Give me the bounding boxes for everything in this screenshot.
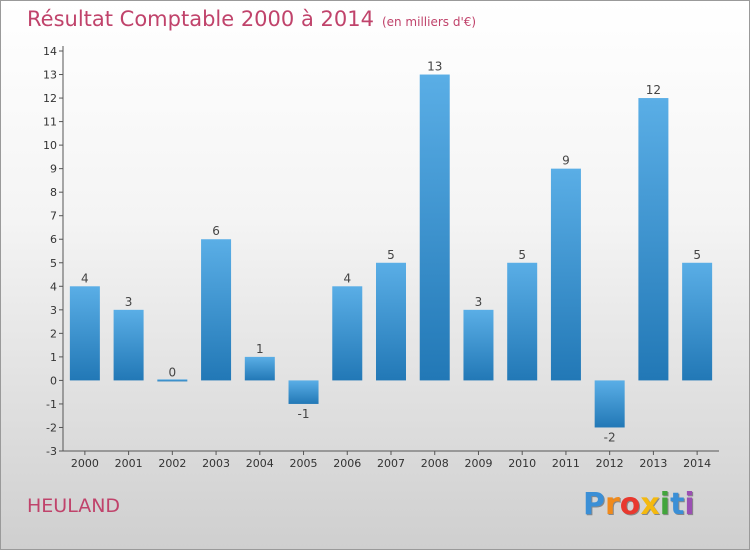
y-tick-label: 9 <box>50 163 57 176</box>
data-label: 5 <box>518 248 526 262</box>
data-label: 4 <box>81 271 89 285</box>
bar <box>463 309 494 381</box>
data-label: -2 <box>604 430 616 444</box>
data-label: 5 <box>693 248 701 262</box>
x-tick-label: 2006 <box>333 457 361 470</box>
y-tick-label: 14 <box>43 45 57 58</box>
data-label: -1 <box>298 407 310 421</box>
commune-name: HEULAND <box>27 495 121 517</box>
data-label: 1 <box>256 342 264 356</box>
y-tick-label: 4 <box>50 280 57 293</box>
bar <box>507 262 538 381</box>
data-label: 0 <box>169 365 177 379</box>
bar <box>594 380 625 428</box>
data-label: 9 <box>562 154 570 168</box>
chart-subtitle: (en milliers d'€) <box>381 15 477 29</box>
y-tick-label: -1 <box>46 398 57 411</box>
y-tick-label: 0 <box>50 374 57 387</box>
data-label: 12 <box>646 83 661 97</box>
x-tick-label: 2014 <box>683 457 711 470</box>
bar <box>638 98 669 381</box>
y-tick-label: 12 <box>43 92 57 105</box>
x-tick-label: 2012 <box>596 457 624 470</box>
logo-letter: i <box>659 487 671 522</box>
y-tick-label: 10 <box>43 139 57 152</box>
y-tick-label: 1 <box>50 351 57 364</box>
y-tick-label: 7 <box>50 210 57 223</box>
y-tick-label: 8 <box>50 186 57 199</box>
chart-title-text: Résultat Comptable 2000 à 2014 <box>27 7 374 31</box>
x-tick-label: 2008 <box>421 457 449 470</box>
x-tick-label: 2004 <box>246 457 274 470</box>
data-label: 4 <box>343 271 351 285</box>
bar <box>288 380 319 404</box>
data-label: 3 <box>475 295 483 309</box>
bar <box>201 239 232 381</box>
x-tick-label: 2007 <box>377 457 405 470</box>
x-tick-label: 2009 <box>464 457 492 470</box>
bar <box>376 262 406 381</box>
logo-letter: o <box>619 487 641 522</box>
x-tick-label: 2005 <box>290 457 318 470</box>
x-tick-label: 2013 <box>639 457 667 470</box>
bar <box>113 309 144 381</box>
y-tick-label: 2 <box>50 327 57 340</box>
data-label: 13 <box>427 60 442 74</box>
bar <box>69 286 100 381</box>
y-tick-label: 11 <box>43 116 57 129</box>
x-tick-label: 2002 <box>158 457 186 470</box>
x-tick-label: 2010 <box>508 457 536 470</box>
data-label: 3 <box>125 295 133 309</box>
y-tick-label: 5 <box>50 257 57 270</box>
logo-letter: t <box>670 487 685 522</box>
logo-letter: x <box>640 487 660 522</box>
y-tick-label: -2 <box>46 421 57 434</box>
data-label: 5 <box>387 248 395 262</box>
bar <box>157 379 188 382</box>
x-tick-label: 2003 <box>202 457 230 470</box>
bar <box>419 74 450 381</box>
logo-letter: P <box>583 487 605 522</box>
logo-letter: r <box>605 487 620 522</box>
y-tick-label: 3 <box>50 304 57 317</box>
y-tick-label: 13 <box>43 69 57 82</box>
y-tick-label: 6 <box>50 233 57 246</box>
chart-title: Résultat Comptable 2000 à 2014 (en millie… <box>27 7 476 31</box>
logo-letter: i <box>684 487 695 522</box>
data-label: 6 <box>212 224 220 238</box>
bar <box>550 168 581 381</box>
y-tick-label: -3 <box>46 445 57 458</box>
proxiti-logo: Proxiti <box>583 487 695 522</box>
x-tick-label: 2011 <box>552 457 580 470</box>
bar <box>244 356 275 381</box>
bar <box>332 286 363 381</box>
x-tick-label: 2000 <box>71 457 99 470</box>
x-tick-label: 2001 <box>115 457 143 470</box>
bar <box>682 262 713 381</box>
